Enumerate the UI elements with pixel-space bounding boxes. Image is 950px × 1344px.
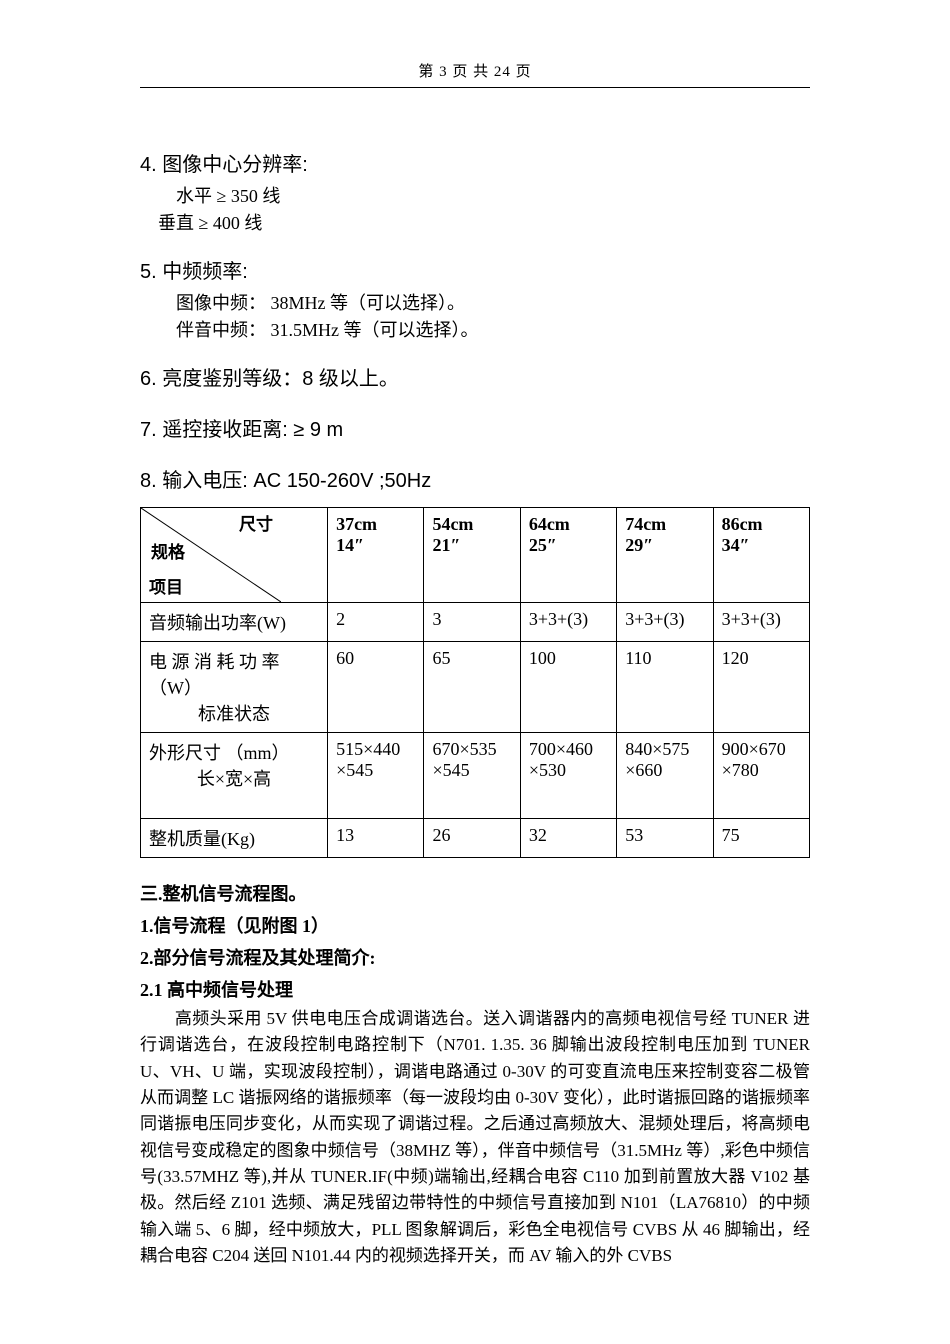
table-row-size: 外形尺寸 （mm） 长×宽×高 515×440 ×545 670×535 ×54… [141,733,810,819]
row3-c0: 13 [328,819,424,858]
section-4-body: 水平 ≥ 350 线 [176,183,810,210]
row1-label-l2: （W） [149,674,319,700]
row2-c2: 700×460 ×530 [520,733,616,819]
table-row-audio: 音频输出功率(W) 2 3 3+3+(3) 3+3+(3) 3+3+(3) [141,603,810,642]
row2-c3-l2: ×660 [625,760,704,781]
row2-c0-l1: 515×440 [336,739,415,760]
row2-c4-l1: 900×670 [722,739,801,760]
diag-bot-label: 项目 [149,573,183,598]
col0-l1: 37cm [336,514,415,535]
row1-c2: 100 [520,642,616,733]
row2-c2-l1: 700×460 [529,739,608,760]
row1-c0: 60 [328,642,424,733]
col4-l2: 34″ [722,535,801,556]
row2-c2-l2: ×530 [529,760,608,781]
row3-c3: 53 [617,819,713,858]
section-3-2-1: 2.1 高中频信号处理 [140,976,810,1002]
section-6-title: 6. 亮度鉴别等级：8 级以上。 [140,362,810,391]
col1-l1: 54cm [432,514,511,535]
section-3-paragraph: 高频头采用 5V 供电电压合成调谐选台。送入调谐器内的高频电视信号经 TUNER… [140,1006,810,1269]
section-5-title: 5. 中频频率: [140,255,810,284]
col2-l1: 64cm [529,514,608,535]
row2-c1-l1: 670×535 [432,739,511,760]
s5-line1: 图像中频： 38MHz 等（可以选择）。 [176,290,810,317]
document-page: 第 3 页 共 24 页 4. 图像中心分辨率: 水平 ≥ 350 线 垂直 ≥… [0,0,950,1344]
row2-c0-l2: ×545 [336,760,415,781]
row2-c3: 840×575 ×660 [617,733,713,819]
row1-c1: 65 [424,642,520,733]
row0-c0: 2 [328,603,424,642]
row1-c4: 120 [713,642,809,733]
row2-label-l1: 外形尺寸 （mm） [149,739,319,765]
table-row-weight: 整机质量(Kg) 13 26 32 53 75 [141,819,810,858]
row2-c3-l1: 840×575 [625,739,704,760]
row1-label-l1: 电 源 消 耗 功 率 [149,648,319,674]
diag-header-cell: 尺寸 规格 项目 [141,508,328,603]
section-7-title: 7. 遥控接收距离: ≥ 9 m [140,413,810,442]
col-54cm: 54cm 21″ [424,508,520,603]
row2-c4: 900×670 ×780 [713,733,809,819]
row0-c4: 3+3+(3) [713,603,809,642]
s4-line1: 水平 ≥ 350 线 [176,183,810,210]
page-header: 第 3 页 共 24 页 [140,60,810,88]
col-64cm: 64cm 25″ [520,508,616,603]
section-5-body: 图像中频： 38MHz 等（可以选择）。 伴音中频： 31.5MHz 等（可以选… [176,290,810,344]
row3-c1: 26 [424,819,520,858]
row3-c2: 32 [520,819,616,858]
row3-c4: 75 [713,819,809,858]
row1-c3: 110 [617,642,713,733]
col0-l2: 14″ [336,535,415,556]
col3-l2: 29″ [625,535,704,556]
row3-label: 整机质量(Kg) [141,819,328,858]
row2-label: 外形尺寸 （mm） 长×宽×高 [141,733,328,819]
s4-line2-wrap: 垂直 ≥ 400 线 [158,210,810,237]
diag-mid-label: 规格 [151,538,185,563]
row0-label: 音频输出功率(W) [141,603,328,642]
s4-line2: 垂直 ≥ 400 线 [158,210,810,237]
row1-label: 电 源 消 耗 功 率 （W） 标准状态 [141,642,328,733]
row0-c1: 3 [424,603,520,642]
row2-c4-l2: ×780 [722,760,801,781]
section-3-title: 三.整机信号流程图。 [140,880,810,906]
col-74cm: 74cm 29″ [617,508,713,603]
row1-label-l3: 标准状态 [149,700,319,726]
diag-top-label: 尺寸 [239,510,273,535]
col4-l1: 86cm [722,514,801,535]
section-8-title: 8. 输入电压: AC 150-260V ;50Hz [140,464,810,493]
col3-l1: 74cm [625,514,704,535]
row0-c2: 3+3+(3) [520,603,616,642]
section-3-2: 2.部分信号流程及其处理简介: [140,944,810,970]
row2-c1-l2: ×545 [432,760,511,781]
table-row-power: 电 源 消 耗 功 率 （W） 标准状态 60 65 100 110 120 [141,642,810,733]
section-4-title: 4. 图像中心分辨率: [140,148,810,177]
row0-c3: 3+3+(3) [617,603,713,642]
section-3-1: 1.信号流程（见附图 1） [140,912,810,938]
row2-label-l2: 长×宽×高 [149,765,319,791]
s5-line2: 伴音中频： 31.5MHz 等（可以选择）。 [176,317,810,344]
col-37cm: 37cm 14″ [328,508,424,603]
row2-c1: 670×535 ×545 [424,733,520,819]
col2-l2: 25″ [529,535,608,556]
row2-c0: 515×440 ×545 [328,733,424,819]
col-86cm: 86cm 34″ [713,508,809,603]
spec-table: 尺寸 规格 项目 37cm 14″ 54cm 21″ 64cm 25″ 74cm… [140,507,810,858]
col1-l2: 21″ [432,535,511,556]
table-header-row: 尺寸 规格 项目 37cm 14″ 54cm 21″ 64cm 25″ 74cm… [141,508,810,603]
